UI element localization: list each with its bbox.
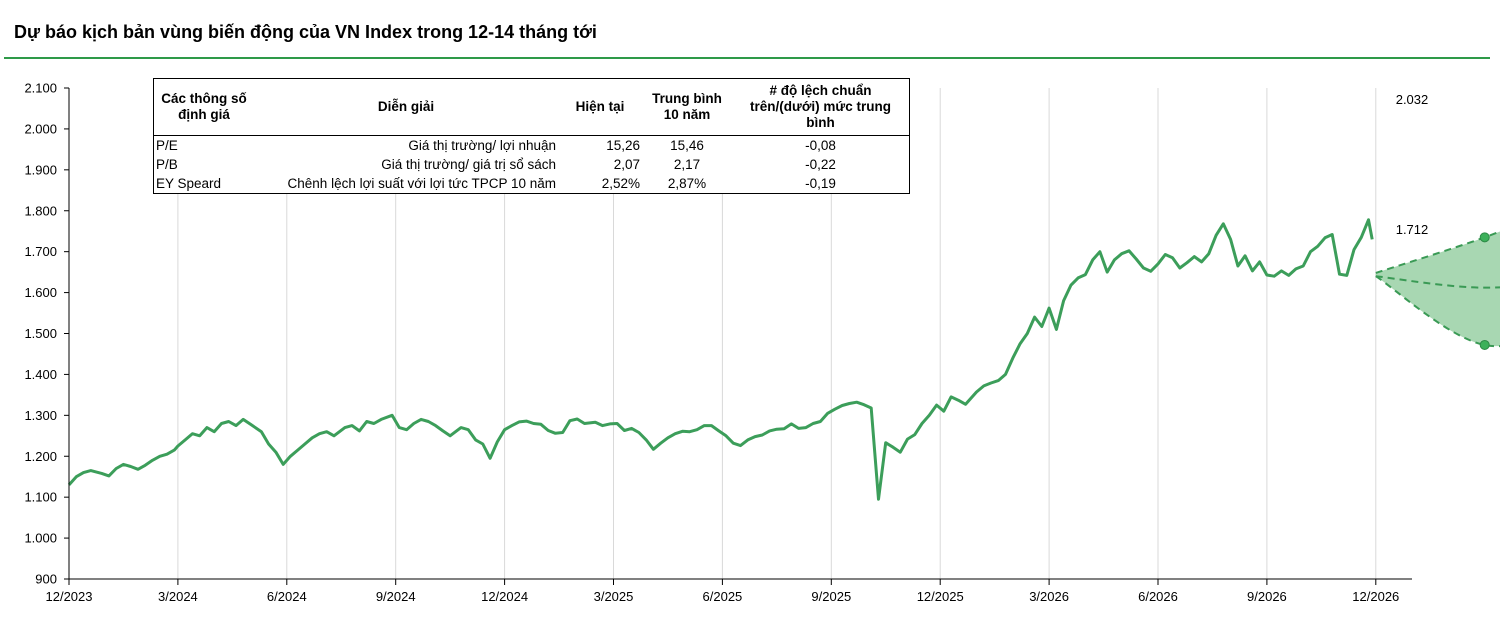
cell-metric: P/B (156, 157, 178, 172)
table-row: P/B Giá thị trường/ giá trị sổ sách 2,07… (154, 155, 910, 174)
table-row: P/E Giá thị trường/ lợi nhuận 15,26 15,4… (154, 136, 910, 156)
forecast-band (1375, 230, 1500, 348)
x-tick-label: 12/2026 (1352, 589, 1399, 604)
cell-description: Giá thị trường/ lợi nhuận (408, 138, 556, 153)
cell-description: Chênh lệch lợi suất với lợi tức TPCP 10 … (287, 176, 556, 191)
header-current: Hiện tại (558, 78, 642, 136)
cell-average: 15,46 (670, 138, 704, 153)
y-tick-label: 1.900 (24, 162, 57, 177)
cell-metric: P/E (156, 138, 178, 153)
end-value-lower: 1.712 (1396, 222, 1429, 237)
x-tick-label: 6/2025 (703, 589, 743, 604)
y-tick-label: 1.200 (24, 449, 57, 464)
x-tick-label: 9/2025 (811, 589, 851, 604)
cell-metric: EY Speard (156, 176, 222, 191)
cell-average: 2,87% (667, 176, 707, 191)
x-tick-label: 12/2023 (46, 589, 93, 604)
header-metric: Các thông số định giá (153, 78, 254, 136)
forecast-band-area (1375, 231, 1500, 347)
y-tick-label: 1.000 (24, 531, 57, 546)
y-tick-label: 2.000 (24, 121, 57, 136)
y-tick-label: 1.800 (24, 203, 57, 218)
vnindex-line (67, 218, 1374, 501)
x-tick-label: 3/2024 (158, 589, 198, 604)
cell-deviation: -0,08 (805, 138, 836, 153)
middle-band-line (1375, 275, 1500, 289)
table-header-row: Các thông số định giá Diễn giải Hiện tại… (153, 78, 910, 136)
header-description: Diễn giải (254, 78, 558, 136)
end-value-upper: 2.032 (1396, 92, 1429, 107)
x-tick-label: 3/2026 (1029, 589, 1069, 604)
cell-current: 15,26 (606, 138, 640, 153)
x-tick-label: 6/2026 (1138, 589, 1178, 604)
y-tick-label: 1.300 (24, 408, 57, 423)
header-deviation: # độ lệch chuẩn trên/(dưới) mức trung bì… (732, 78, 910, 136)
x-tick-label: 12/2025 (917, 589, 964, 604)
axes: 12/2023 3/2024 6/2024 9/2024 12/2024 3/2025 6/… (24, 81, 1412, 604)
table-row: EY Speard Chênh lệch lợi suất với lợi tứ… (154, 174, 910, 194)
x-tick-label: 9/2024 (376, 589, 416, 604)
cell-description: Giá thị trường/ giá trị sổ sách (381, 157, 556, 172)
vnindex-series (67, 218, 1374, 501)
y-tick-label: 1.100 (24, 490, 57, 505)
upper-marker (1479, 232, 1490, 243)
x-tick-label: 6/2024 (267, 589, 307, 604)
y-tick-label: 1.500 (24, 326, 57, 341)
chart-title: Dự báo kịch bản vùng biến động của VN In… (14, 22, 597, 42)
cell-deviation: -0,22 (805, 157, 836, 172)
y-tick-label: 900 (35, 572, 57, 587)
header-average: Trung bình 10 năm (642, 78, 732, 136)
cell-average: 2,17 (673, 157, 701, 172)
y-tick-label: 1.700 (24, 244, 57, 259)
y-tick-label: 2.100 (24, 81, 57, 96)
forecast-markers (1479, 232, 1490, 350)
lower-marker (1479, 339, 1490, 350)
x-tick-label: 3/2025 (594, 589, 634, 604)
cell-deviation: -0,19 (805, 176, 836, 191)
valuation-table: Các thông số định giá Diễn giải Hiện tại… (153, 78, 910, 194)
cell-current: 2,07 (613, 157, 640, 172)
y-tick-label: 1.600 (24, 285, 57, 300)
title-divider (4, 57, 1490, 59)
cell-current: 2,52% (601, 176, 640, 191)
x-tick-label: 12/2024 (481, 589, 528, 604)
x-tick-label: 9/2026 (1247, 589, 1287, 604)
y-tick-label: 1.400 (24, 367, 57, 382)
